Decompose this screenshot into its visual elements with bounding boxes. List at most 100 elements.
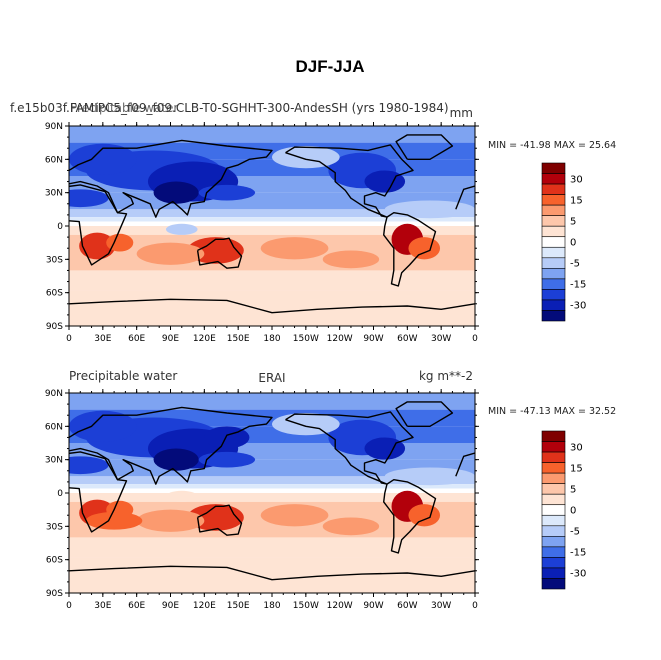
panel2-title-center: ERAI (258, 371, 285, 385)
field-band (69, 393, 475, 410)
colorbar-swatch (541, 472, 566, 484)
lat-tick-label: 90N (45, 122, 63, 132)
npacific-anomaly (198, 184, 256, 201)
sepacific-anomaly (322, 517, 380, 536)
colorbar-swatch (541, 525, 566, 537)
field-band (69, 221, 475, 226)
tibet-anomaly (153, 181, 199, 204)
lon-tick-label: 150E (227, 334, 250, 344)
lon-tick-label: 150E (227, 601, 250, 611)
lon-tick-label: 0 (472, 601, 478, 611)
colorbar-swatch (541, 536, 566, 548)
field-band (69, 493, 475, 502)
coastline (285, 144, 414, 218)
colorbar-swatch (541, 257, 566, 269)
coastline (69, 184, 128, 266)
antarctica-coastline (69, 565, 475, 581)
coastline (196, 504, 243, 536)
maritime-anomaly (165, 223, 198, 235)
sahara-anomaly (69, 456, 109, 475)
colorbar-label: 30 (570, 442, 583, 453)
lat-tick-label: 60S (46, 289, 63, 299)
field-band (69, 126, 475, 143)
panel2-stats: MIN = -47.13 MAX = 32.52 (488, 406, 616, 417)
coastline (69, 451, 128, 533)
namerica-east-anomaly (364, 170, 406, 193)
colorbar-label: -15 (570, 280, 586, 291)
aleutian-anomaly (272, 146, 340, 169)
coastline (395, 401, 454, 427)
lon-tick-label: 60W (397, 334, 417, 344)
figure-title: DJF-JJA (296, 57, 365, 76)
satlantic-anomaly (408, 237, 441, 260)
colorbar-swatch (541, 514, 566, 527)
lon-tick-label: 30E (94, 334, 111, 344)
lon-tick-label: 150W (293, 601, 319, 611)
lat-tick-label: 0 (57, 489, 63, 499)
lat-tick-label: 60S (46, 556, 63, 566)
coastline (196, 237, 243, 269)
lon-tick-label: 30W (431, 334, 451, 344)
lat-tick-label: 30N (45, 456, 63, 466)
lon-tick-label: 180 (263, 334, 280, 344)
colorbar-swatch (541, 173, 566, 185)
aleutian-anomaly (272, 413, 340, 436)
coastline (69, 406, 273, 485)
lat-tick-label: 60N (45, 422, 63, 432)
coastline (455, 452, 475, 477)
sindian-west-anomaly (85, 511, 143, 530)
colorbar-swatch (541, 504, 566, 516)
lat-tick-label: 0 (57, 222, 63, 232)
panel1-colorbar: 30 15 5 0 -5 -15 -30 (541, 162, 586, 322)
field-band (69, 476, 475, 485)
coastline (455, 185, 475, 210)
colorbar-label: 5 (570, 484, 576, 495)
coastline (395, 134, 454, 160)
colorbar-swatch (541, 236, 566, 248)
lat-tick-label: 30N (45, 189, 63, 199)
colorbar-swatch (541, 567, 566, 579)
africa-anomaly (79, 232, 116, 260)
field-band (69, 537, 475, 558)
lat-tick-label: 30S (46, 522, 63, 532)
lon-tick-label: 30E (94, 601, 111, 611)
lon-tick-label: 0 (66, 601, 72, 611)
colorbar-swatch (541, 299, 566, 311)
panel1-title-left: f.e15b03f.FAMIPC5_f09_f09.CLB-T0-SGHHT-3… (10, 101, 449, 115)
coastline (285, 411, 414, 485)
europe-anomaly (69, 410, 137, 442)
colorbar-label: 15 (570, 195, 583, 206)
lon-tick-label: 0 (472, 334, 478, 344)
namerica-east-anomaly (364, 437, 406, 460)
lon-tick-label: 90W (363, 334, 383, 344)
sindian-anomaly (136, 242, 205, 265)
field-band (69, 217, 475, 222)
colorbar-swatch (541, 310, 566, 322)
colorbar-swatch (541, 557, 566, 569)
colorbar-swatch (541, 204, 566, 216)
lat-tick-label: 90N (45, 389, 63, 399)
colorbar-swatch (541, 451, 566, 463)
field-band (69, 270, 475, 291)
field-band (69, 557, 475, 593)
npacific-anomaly (198, 451, 256, 468)
colorbar-swatch (541, 483, 566, 495)
spacific-anomaly (260, 504, 329, 527)
europe-anomaly (69, 143, 137, 175)
colorbar-label: 0 (570, 238, 576, 249)
field-band (69, 488, 475, 493)
lat-tick-label: 30S (46, 255, 63, 265)
satlantic-anomaly (408, 504, 441, 527)
lon-tick-label: 90W (363, 601, 383, 611)
colorbar-swatch (541, 430, 566, 442)
colorbar-label: 5 (570, 216, 576, 227)
colorbar-swatch (541, 246, 566, 259)
lat-tick-label: 90S (46, 589, 63, 599)
colorbar-swatch (541, 578, 566, 590)
panel1-stats: MIN = -41.98 MAX = 25.64 (488, 140, 616, 151)
panel1-units: mm (450, 106, 473, 120)
lon-tick-label: 150W (293, 334, 319, 344)
